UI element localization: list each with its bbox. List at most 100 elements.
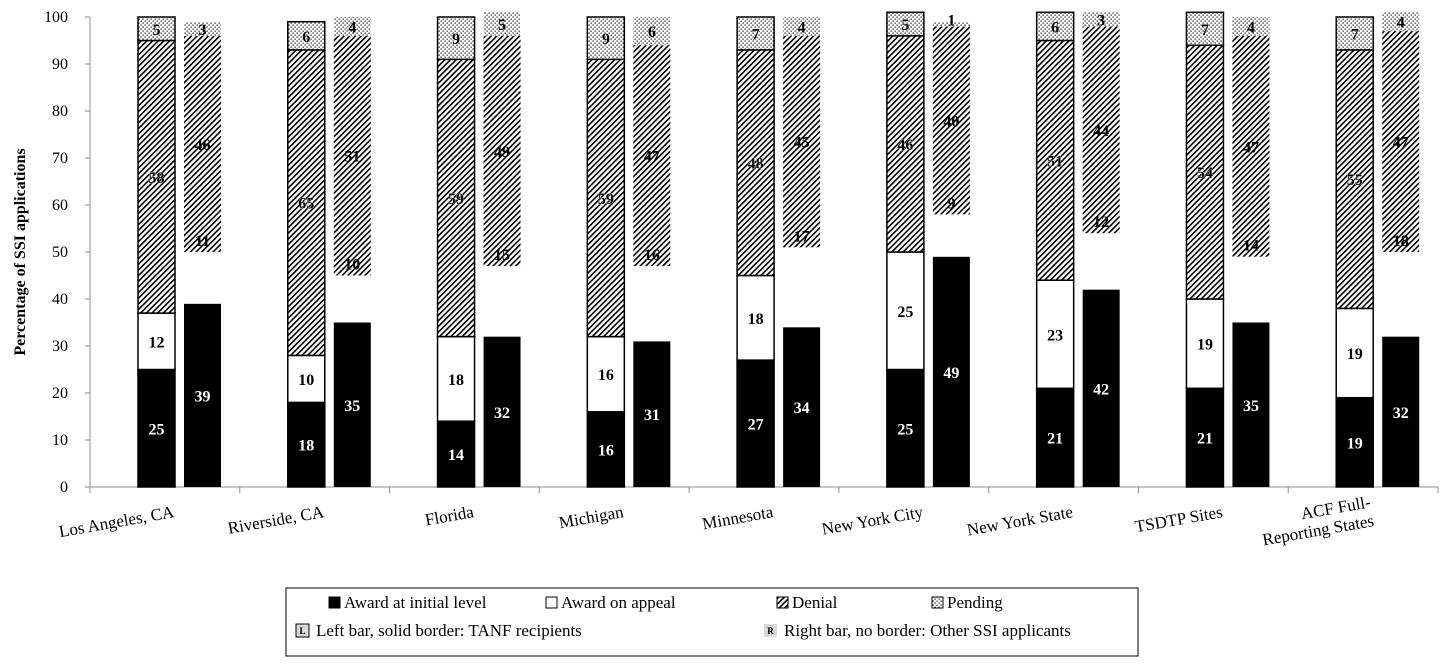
data-label-other-denial: 47 <box>644 149 660 166</box>
data-label-tanf-denial: 51 <box>1047 153 1063 170</box>
category-label-group: Michigan <box>557 502 625 532</box>
bar-other-denial <box>184 35 221 252</box>
data-label-other-award-initial: 34 <box>794 400 810 417</box>
bar-tanf-award-initial <box>436 420 476 488</box>
legend-label-award-appeal: Award on appeal <box>561 593 676 612</box>
bar-other-award-initial <box>1232 322 1270 487</box>
data-label-other-award-initial: 39 <box>195 388 211 405</box>
bar-tanf-award-appeal <box>137 312 176 371</box>
y-tick-label: 60 <box>52 197 68 214</box>
data-label-other-denial: 45 <box>794 135 810 152</box>
legend-swatch-pending <box>931 596 944 609</box>
data-label-tanf-denial: 58 <box>149 170 165 187</box>
bar-other-award-appeal <box>483 266 521 337</box>
bar-other-award-initial <box>333 322 371 487</box>
legend-group-label-other: Right bar, no border: Other SSI applican… <box>784 621 1071 640</box>
bar-other-award-appeal <box>783 247 821 328</box>
data-label-tanf-award-appeal: 18 <box>748 311 764 328</box>
bar-tanf-denial <box>436 58 476 338</box>
data-label-tanf-award-initial: 14 <box>448 447 464 464</box>
data-label-other-denial: 49 <box>494 144 510 161</box>
data-label-tanf-pending: 6 <box>1051 19 1059 36</box>
data-label-other-award-appeal: 17 <box>794 228 810 245</box>
category-label-group: Riverside, CA <box>226 502 326 538</box>
data-label-other-award-appeal: 12 <box>1093 214 1109 231</box>
data-label-tanf-denial: 46 <box>897 137 913 154</box>
bar-other-award-initial <box>1382 336 1420 487</box>
legend-group-marker: L <box>299 626 305 636</box>
legend-label-denial: Denial <box>792 593 838 612</box>
data-label-other-denial: 44 <box>1093 123 1109 140</box>
category-label-group: TSDTP Sites <box>1133 502 1224 536</box>
bar-tanf-pending <box>137 16 176 42</box>
y-tick-label: 70 <box>52 150 68 167</box>
data-label-other-award-initial: 32 <box>1393 405 1409 422</box>
data-label-tanf-pending: 7 <box>752 26 760 43</box>
data-label-other-pending: 4 <box>1397 15 1405 32</box>
data-label-tanf-denial: 65 <box>298 196 314 213</box>
bar-other-award-initial <box>783 327 821 487</box>
data-label-other-award-initial: 35 <box>1243 398 1259 415</box>
legend-swatch-denial <box>776 596 789 609</box>
data-label-other-pending: 6 <box>648 24 656 41</box>
bar-other-denial <box>932 26 970 215</box>
data-label-tanf-pending: 7 <box>1351 26 1359 43</box>
data-label-tanf-pending: 5 <box>901 17 909 34</box>
data-label-tanf-award-initial: 25 <box>149 421 165 438</box>
data-label-other-denial: 46 <box>195 137 211 154</box>
bar-other-award-appeal <box>184 252 221 304</box>
legend-label-award-initial: Award at initial level <box>344 593 487 612</box>
data-label-tanf-pending: 6 <box>302 29 310 46</box>
data-label-other-award-appeal: 14 <box>1243 238 1259 255</box>
data-label-tanf-pending: 9 <box>602 31 610 48</box>
bar-other-award-appeal <box>932 214 970 257</box>
category-label-group: ACF Full-Reporting States <box>1261 492 1375 549</box>
bar-other-award-initial <box>1082 289 1120 487</box>
data-label-tanf-denial: 59 <box>448 191 464 208</box>
data-label-other-award-appeal: 16 <box>644 247 660 264</box>
data-label-other-denial: 51 <box>344 149 360 166</box>
data-label-other-pending: 5 <box>498 17 506 34</box>
legend-group-marker: R <box>767 626 774 636</box>
bar-tanf-denial <box>1035 39 1075 281</box>
bar-tanf-pending <box>287 20 326 51</box>
category-label-group: Florida <box>423 502 475 529</box>
y-tick-label: 0 <box>60 479 68 496</box>
data-label-other-award-appeal: 18 <box>1393 233 1409 250</box>
bar-other-denial <box>783 35 821 248</box>
y-tick-label: 20 <box>52 385 68 402</box>
bar-tanf-pending <box>736 16 775 51</box>
data-label-other-pending: 3 <box>199 22 207 39</box>
bar-other-award-appeal <box>633 266 671 342</box>
y-tick-label: 90 <box>52 56 68 73</box>
bar-other-pending <box>333 17 371 36</box>
category-label: Los Angeles, CA <box>57 502 176 541</box>
category-label: Michigan <box>557 502 625 532</box>
category-label: Florida <box>423 502 475 529</box>
data-label-tanf-pending: 7 <box>1201 22 1209 39</box>
data-labels: 2512585391146318106563510514141859932154… <box>148 12 1409 464</box>
data-label-other-award-appeal: 11 <box>195 233 210 250</box>
data-label-tanf-pending: 9 <box>452 31 460 48</box>
y-axis-title: Percentage of SSI applications <box>12 148 29 355</box>
legend-swatch-award-initial <box>328 596 341 609</box>
bar-other-award-appeal <box>1382 252 1420 337</box>
data-label-other-pending: 4 <box>798 19 806 36</box>
data-label-other-award-initial: 32 <box>494 405 510 422</box>
category-label: New York City <box>820 502 925 539</box>
bar-tanf-denial <box>1185 44 1225 300</box>
data-label-tanf-award-initial: 21 <box>1047 431 1063 448</box>
bar-other-award-appeal <box>1082 233 1120 290</box>
bar-other-pending <box>1232 17 1270 36</box>
data-label-tanf-award-appeal: 18 <box>448 372 464 389</box>
data-label-tanf-award-appeal: 12 <box>149 334 165 351</box>
bar-tanf-denial <box>586 58 626 338</box>
bar-other-pending <box>633 17 671 46</box>
data-label-other-pending: 4 <box>348 19 356 36</box>
bar-other-denial <box>1382 31 1420 252</box>
bar-tanf-denial <box>287 49 326 357</box>
bar-tanf-pending <box>436 16 476 61</box>
bar-tanf-pending <box>886 11 925 37</box>
bar-other-denial <box>333 35 371 276</box>
